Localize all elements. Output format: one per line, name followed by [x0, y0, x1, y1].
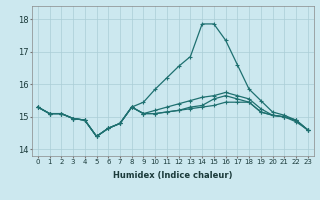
X-axis label: Humidex (Indice chaleur): Humidex (Indice chaleur): [113, 171, 233, 180]
